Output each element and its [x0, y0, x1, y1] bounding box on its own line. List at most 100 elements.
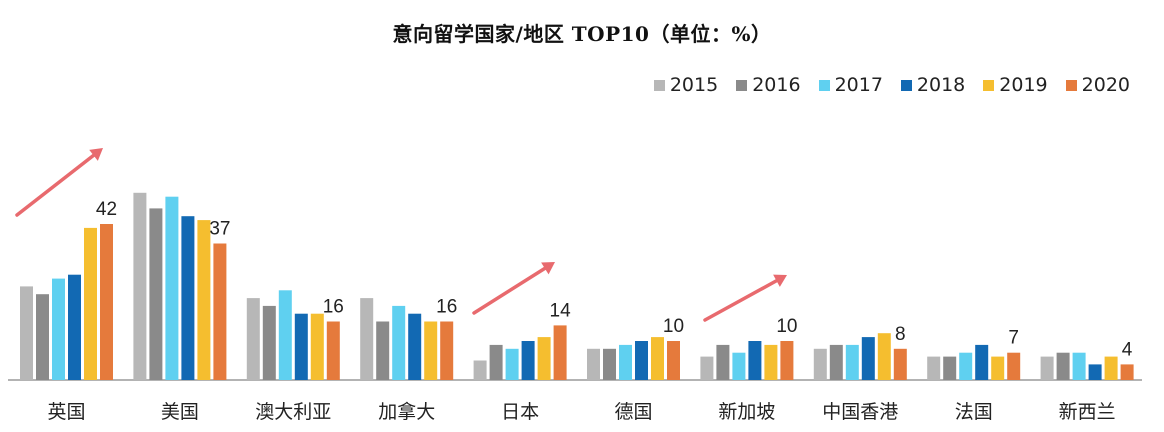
bar-2020-2	[326, 321, 340, 380]
bar-2018-2	[294, 313, 308, 380]
data-label: 7	[1008, 328, 1019, 349]
bar-2015-5	[587, 348, 600, 380]
bar-2018-0	[68, 274, 81, 380]
bar-2015-0	[20, 286, 33, 380]
bar-2020-5	[667, 341, 680, 380]
bar-2019-0	[84, 227, 97, 380]
bar-2016-1	[149, 208, 163, 380]
bar-2020-8	[1007, 352, 1021, 380]
bar-2019-4	[537, 337, 551, 380]
x-tick-label: 法国	[955, 401, 993, 423]
bar-2017-4	[505, 348, 519, 380]
bar-2017-6	[732, 352, 746, 380]
bar-2016-6	[716, 344, 730, 380]
data-label: 37	[209, 219, 230, 240]
bar-2016-9	[1056, 352, 1070, 380]
bar-2017-0	[52, 278, 65, 380]
legend-item-2015: 2015	[653, 74, 719, 96]
data-label: 10	[663, 316, 684, 337]
bar-2016-0	[36, 294, 49, 380]
bar-2015-6	[700, 356, 714, 380]
legend-item-2019: 2019	[983, 74, 1048, 96]
legend-item-2020: 2020	[1065, 74, 1130, 96]
data-label: 16	[436, 297, 457, 318]
bar-2018-8	[975, 344, 989, 380]
bar-2015-2	[246, 298, 260, 380]
x-tick-label: 新西兰	[1059, 401, 1116, 423]
bar-2015-7	[813, 348, 827, 380]
x-tick-label: 德国	[614, 401, 652, 423]
data-label: 14	[550, 300, 572, 321]
bar-2018-7	[861, 337, 875, 380]
legend-label: 2016	[752, 74, 801, 96]
legend-swatch-2017	[818, 79, 830, 91]
bar-2019-8	[991, 356, 1005, 380]
bar-2015-8	[927, 356, 941, 380]
bar-2015-1	[133, 192, 147, 380]
legend-label: 2017	[834, 74, 883, 96]
x-tick-labels-group: 英国 美国 澳大利亚 加拿大 日本 德国 新加坡 中国香港 法国 新西兰	[47, 400, 1115, 423]
bar-2020-9	[1120, 364, 1134, 380]
bar-2018-1	[181, 216, 195, 380]
bar-2017-2	[278, 290, 292, 380]
bar-2017-7	[845, 344, 859, 380]
legend-swatch-2015	[653, 79, 665, 91]
legend-label: 2015	[669, 74, 719, 96]
data-label: 4	[1122, 339, 1133, 360]
bar-2019-1	[197, 220, 211, 380]
chart-title: 意向留学国家/地区 TOP10（单位：%）	[392, 22, 772, 46]
bar-2017-5	[619, 344, 632, 380]
bars-group	[20, 192, 1134, 380]
bar-2019-3	[424, 321, 438, 380]
bar-2017-8	[959, 352, 973, 380]
data-labels-group: 42 37 16 16 14 10 10 8 7 4	[96, 199, 1133, 360]
bar-2019-2	[310, 313, 324, 380]
bar-2019-9	[1104, 356, 1118, 380]
x-tick-label: 美国	[161, 401, 199, 423]
legend-swatch-2018	[900, 79, 912, 91]
bar-2018-3	[408, 313, 422, 380]
trend-arrow-uk	[15, 148, 103, 217]
trend-arrow-japan	[472, 262, 555, 315]
bar-2018-9	[1088, 364, 1102, 380]
bar-2020-4	[553, 325, 567, 380]
bar-2019-6	[764, 344, 778, 380]
x-tick-label: 澳大利亚	[255, 401, 331, 423]
x-tick-label: 中国香港	[822, 401, 898, 423]
data-label: 8	[895, 324, 906, 345]
bar-2018-6	[748, 341, 762, 380]
legend-swatch-2020	[1065, 79, 1077, 91]
bar-2017-1	[165, 196, 179, 380]
legend-label: 2020	[1081, 74, 1130, 96]
data-label: 10	[776, 316, 797, 337]
bar-2015-4	[473, 360, 487, 380]
bar-2016-4	[489, 344, 503, 380]
bar-2018-4	[521, 341, 535, 380]
bar-2019-7	[877, 333, 891, 380]
legend-label: 2019	[999, 74, 1048, 96]
bar-2020-0	[100, 224, 113, 380]
legend-item-2018: 2018	[900, 74, 965, 96]
bar-2020-3	[440, 321, 454, 380]
bar-2020-7	[893, 348, 907, 380]
bar-2020-6	[780, 341, 794, 380]
bar-2017-9	[1072, 352, 1086, 380]
bar-2019-5	[651, 337, 664, 380]
bar-2016-8	[943, 356, 957, 380]
bar-2015-9	[1040, 356, 1054, 380]
bar-2016-5	[603, 348, 616, 380]
bar-2016-3	[376, 321, 390, 380]
legend-item-2016: 2016	[736, 74, 801, 96]
bar-2016-7	[829, 344, 843, 380]
legend-item-2017: 2017	[818, 74, 883, 96]
x-tick-label: 新加坡	[718, 401, 775, 423]
bar-2015-3	[360, 298, 374, 380]
bar-2020-1	[213, 243, 227, 380]
bar-2017-3	[392, 305, 406, 380]
data-label: 16	[323, 297, 344, 318]
trend-arrow-singapore	[703, 274, 787, 322]
legend: 2015 2016 2017 2018 2019 2020	[653, 74, 1130, 96]
trend-arrows-group	[15, 148, 787, 322]
data-label: 42	[96, 199, 117, 220]
